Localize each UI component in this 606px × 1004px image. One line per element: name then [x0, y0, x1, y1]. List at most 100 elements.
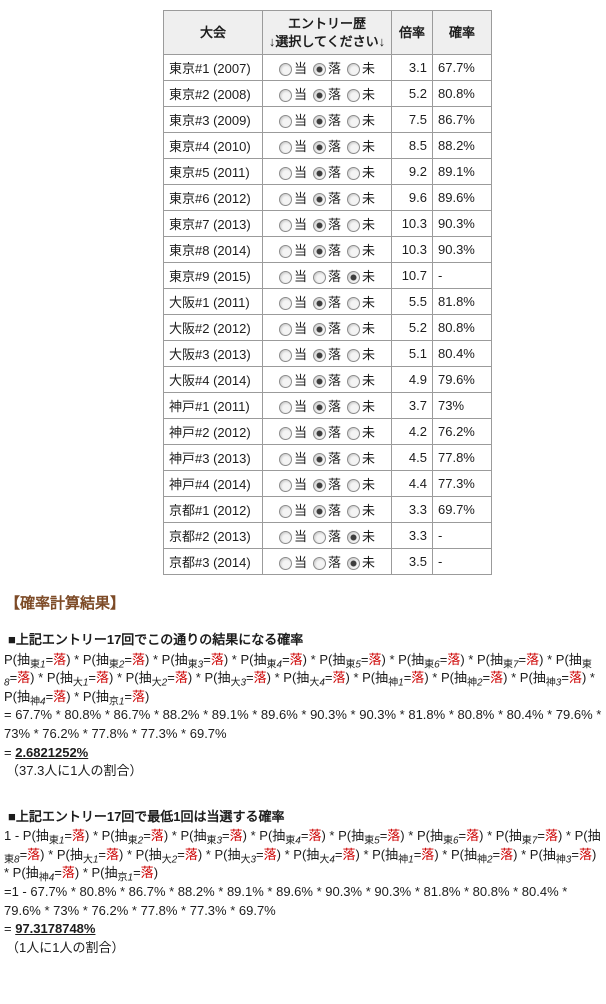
- radio-当[interactable]: [278, 374, 292, 388]
- radio-当[interactable]: [278, 504, 292, 518]
- radio-未[interactable]: [347, 192, 360, 206]
- radio-未[interactable]: [347, 426, 360, 440]
- radio-当[interactable]: [278, 88, 292, 102]
- radio-未[interactable]: [347, 374, 360, 388]
- radio-option-落[interactable]: 落: [312, 191, 341, 206]
- radio-option-未[interactable]: 未: [347, 477, 375, 492]
- radio-落[interactable]: [312, 192, 326, 206]
- radio-option-当[interactable]: 当: [278, 139, 307, 154]
- radio-option-当[interactable]: 当: [278, 61, 307, 76]
- radio-未[interactable]: [347, 504, 360, 518]
- radio-当[interactable]: [278, 218, 292, 232]
- radio-option-当[interactable]: 当: [278, 451, 307, 466]
- radio-option-未[interactable]: 未: [347, 191, 375, 206]
- radio-未[interactable]: [347, 322, 360, 336]
- radio-未[interactable]: [347, 218, 360, 232]
- radio-option-当[interactable]: 当: [278, 399, 307, 414]
- radio-option-落[interactable]: 落: [312, 503, 341, 518]
- radio-option-未[interactable]: 未: [347, 243, 375, 258]
- radio-option-落[interactable]: 落: [312, 243, 341, 258]
- radio-当[interactable]: [278, 62, 292, 76]
- radio-落[interactable]: [312, 374, 326, 388]
- radio-未[interactable]: [347, 270, 360, 284]
- radio-落[interactable]: [312, 218, 326, 232]
- radio-当[interactable]: [278, 452, 292, 466]
- radio-未[interactable]: [347, 400, 360, 414]
- radio-当[interactable]: [278, 114, 292, 128]
- radio-option-未[interactable]: 未: [347, 217, 375, 232]
- radio-option-落[interactable]: 落: [312, 425, 341, 440]
- radio-落[interactable]: [312, 296, 326, 310]
- radio-未[interactable]: [347, 244, 360, 258]
- radio-option-未[interactable]: 未: [347, 373, 375, 388]
- radio-落[interactable]: [312, 478, 326, 492]
- radio-option-当[interactable]: 当: [278, 165, 307, 180]
- radio-落[interactable]: [312, 400, 326, 414]
- radio-option-未[interactable]: 未: [347, 61, 375, 76]
- radio-当[interactable]: [278, 166, 292, 180]
- radio-option-当[interactable]: 当: [278, 217, 307, 232]
- radio-option-未[interactable]: 未: [347, 113, 375, 128]
- radio-option-落[interactable]: 落: [312, 373, 341, 388]
- radio-option-未[interactable]: 未: [347, 347, 375, 362]
- radio-当[interactable]: [278, 426, 292, 440]
- radio-option-落[interactable]: 落: [312, 217, 341, 232]
- radio-落[interactable]: [312, 62, 326, 76]
- radio-未[interactable]: [347, 556, 360, 570]
- radio-option-未[interactable]: 未: [347, 321, 375, 336]
- radio-option-落[interactable]: 落: [312, 529, 341, 544]
- radio-option-落[interactable]: 落: [312, 451, 341, 466]
- radio-option-未[interactable]: 未: [347, 503, 375, 518]
- radio-option-未[interactable]: 未: [347, 87, 375, 102]
- radio-未[interactable]: [347, 348, 360, 362]
- radio-option-未[interactable]: 未: [347, 529, 375, 544]
- radio-落[interactable]: [312, 504, 326, 518]
- radio-option-落[interactable]: 落: [312, 139, 341, 154]
- radio-option-当[interactable]: 当: [278, 555, 307, 570]
- radio-落[interactable]: [312, 88, 326, 102]
- radio-落[interactable]: [312, 348, 326, 362]
- radio-未[interactable]: [347, 114, 360, 128]
- radio-option-落[interactable]: 落: [312, 399, 341, 414]
- radio-option-未[interactable]: 未: [347, 555, 375, 570]
- radio-option-当[interactable]: 当: [278, 87, 307, 102]
- radio-option-落[interactable]: 落: [312, 295, 341, 310]
- radio-option-当[interactable]: 当: [278, 425, 307, 440]
- radio-落[interactable]: [312, 166, 326, 180]
- radio-option-落[interactable]: 落: [312, 477, 341, 492]
- radio-option-当[interactable]: 当: [278, 503, 307, 518]
- radio-option-当[interactable]: 当: [278, 321, 307, 336]
- radio-option-未[interactable]: 未: [347, 165, 375, 180]
- radio-未[interactable]: [347, 296, 360, 310]
- radio-option-未[interactable]: 未: [347, 295, 375, 310]
- radio-未[interactable]: [347, 530, 360, 544]
- radio-option-落[interactable]: 落: [312, 113, 341, 128]
- radio-option-落[interactable]: 落: [312, 61, 341, 76]
- radio-当[interactable]: [278, 478, 292, 492]
- radio-未[interactable]: [347, 140, 360, 154]
- radio-落[interactable]: [312, 244, 326, 258]
- radio-option-当[interactable]: 当: [278, 477, 307, 492]
- radio-落[interactable]: [312, 556, 326, 570]
- radio-当[interactable]: [278, 296, 292, 310]
- radio-落[interactable]: [312, 270, 326, 284]
- radio-option-落[interactable]: 落: [312, 555, 341, 570]
- radio-option-落[interactable]: 落: [312, 269, 341, 284]
- radio-option-落[interactable]: 落: [312, 321, 341, 336]
- radio-落[interactable]: [312, 426, 326, 440]
- radio-option-落[interactable]: 落: [312, 347, 341, 362]
- radio-落[interactable]: [312, 530, 326, 544]
- radio-当[interactable]: [278, 400, 292, 414]
- radio-option-落[interactable]: 落: [312, 165, 341, 180]
- radio-未[interactable]: [347, 478, 360, 492]
- radio-option-当[interactable]: 当: [278, 529, 307, 544]
- radio-option-未[interactable]: 未: [347, 399, 375, 414]
- radio-落[interactable]: [312, 140, 326, 154]
- radio-未[interactable]: [347, 88, 360, 102]
- radio-option-当[interactable]: 当: [278, 295, 307, 310]
- radio-未[interactable]: [347, 62, 360, 76]
- radio-option-未[interactable]: 未: [347, 425, 375, 440]
- radio-当[interactable]: [278, 530, 292, 544]
- radio-option-当[interactable]: 当: [278, 191, 307, 206]
- radio-当[interactable]: [278, 270, 292, 284]
